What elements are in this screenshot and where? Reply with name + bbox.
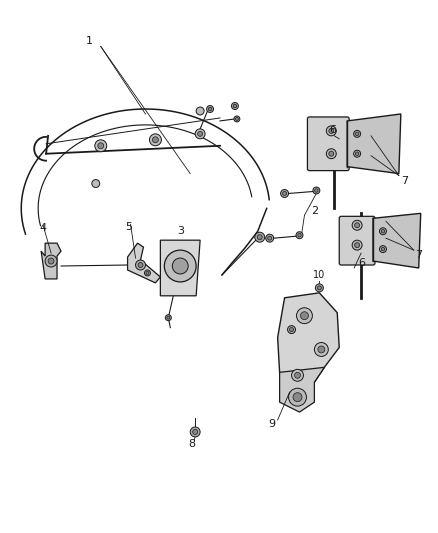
Circle shape [92,180,100,188]
Circle shape [268,236,272,240]
Polygon shape [127,243,160,283]
Circle shape [257,235,262,240]
Circle shape [208,107,212,111]
Circle shape [138,263,143,268]
Circle shape [289,388,307,406]
Circle shape [355,243,360,248]
Circle shape [318,286,321,290]
Circle shape [300,312,308,320]
Polygon shape [278,293,339,385]
Circle shape [297,308,312,324]
Polygon shape [347,114,401,174]
Circle shape [190,427,200,437]
Circle shape [235,117,238,120]
Circle shape [379,246,386,253]
Circle shape [292,369,304,381]
Circle shape [281,190,289,197]
Circle shape [379,228,386,235]
Circle shape [45,255,57,267]
Text: 5: 5 [125,222,132,232]
Circle shape [135,260,145,270]
Text: 3: 3 [177,226,184,236]
Text: 9: 9 [268,419,275,429]
Circle shape [233,104,237,108]
Text: 8: 8 [189,439,196,449]
Circle shape [318,346,325,353]
Text: 2: 2 [311,206,318,216]
Text: 6: 6 [359,258,366,268]
Circle shape [381,247,385,251]
Circle shape [298,233,301,237]
Circle shape [355,152,359,156]
Circle shape [296,232,303,239]
Text: 6: 6 [329,125,336,135]
FancyBboxPatch shape [339,216,375,265]
Circle shape [326,149,336,159]
Circle shape [145,270,150,276]
Circle shape [152,137,159,143]
FancyBboxPatch shape [307,117,349,171]
Circle shape [294,373,300,378]
Polygon shape [279,367,324,412]
Circle shape [195,129,205,139]
Circle shape [381,230,385,233]
Circle shape [314,343,328,357]
Circle shape [315,284,323,292]
Circle shape [255,232,265,242]
Circle shape [290,328,293,332]
Circle shape [293,393,302,402]
Circle shape [329,151,334,156]
Text: 7: 7 [401,175,408,185]
Circle shape [313,187,320,194]
Circle shape [231,102,238,109]
Text: 1: 1 [85,36,92,46]
Polygon shape [373,213,421,268]
Circle shape [283,191,286,196]
Circle shape [149,134,161,146]
Circle shape [172,258,188,274]
Text: 10: 10 [313,270,325,280]
Circle shape [198,131,203,136]
Circle shape [164,250,196,282]
Circle shape [352,220,362,230]
Circle shape [167,316,170,319]
Circle shape [193,430,198,434]
Circle shape [326,126,336,136]
Text: 7: 7 [415,250,422,260]
Circle shape [353,150,360,157]
Circle shape [314,189,318,192]
Circle shape [288,326,296,334]
Circle shape [352,240,362,250]
Circle shape [48,258,54,264]
Polygon shape [160,240,200,296]
Circle shape [95,140,107,152]
Circle shape [196,107,204,115]
Polygon shape [41,243,61,279]
Circle shape [165,314,171,321]
Circle shape [207,106,214,112]
Circle shape [98,143,104,149]
Circle shape [329,128,334,133]
Circle shape [355,223,360,228]
Text: 4: 4 [39,223,47,233]
Circle shape [146,271,149,274]
Circle shape [353,131,360,138]
Circle shape [234,116,240,122]
Circle shape [355,132,359,135]
Circle shape [266,234,274,242]
